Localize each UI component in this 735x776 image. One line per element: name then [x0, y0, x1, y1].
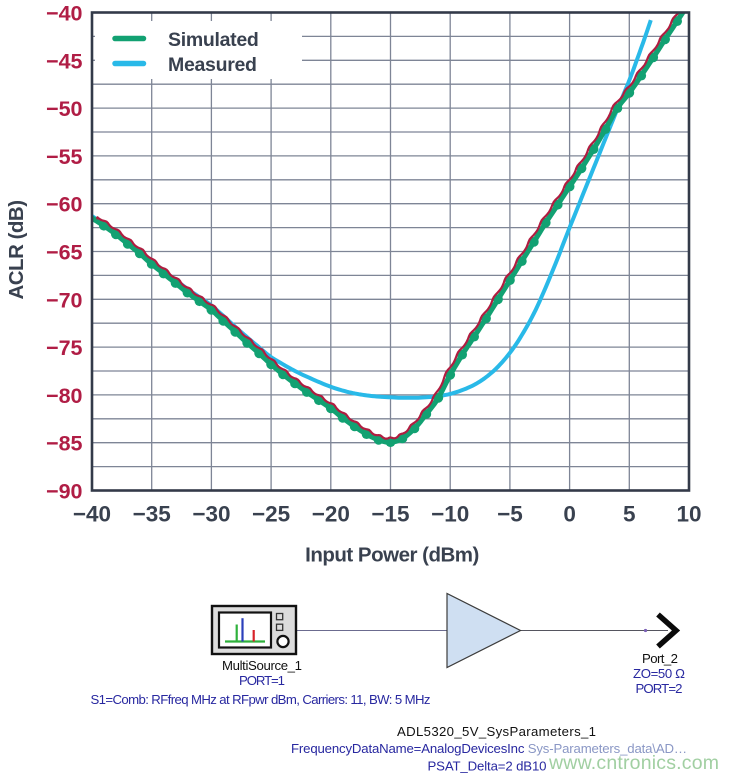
svg-text:−40: −40 [46, 2, 83, 26]
svg-text:ZO=50 Ω: ZO=50 Ω [633, 666, 685, 681]
svg-text:MultiSource_1: MultiSource_1 [222, 658, 302, 673]
svg-text:PSAT_Delta=2 dB10: PSAT_Delta=2 dB10 [428, 759, 547, 774]
svg-text:5: 5 [623, 502, 636, 527]
svg-text:−30: −30 [192, 502, 230, 527]
svg-text:ACLR (dB): ACLR (dB) [5, 200, 28, 299]
svg-text:−35: −35 [133, 502, 171, 527]
svg-text:Input Power (dBm): Input Power (dBm) [305, 544, 479, 567]
svg-text:www.cntronics.com: www.cntronics.com [548, 752, 719, 774]
svg-text:FrequencyDataName=AnalogDevice: FrequencyDataName=AnalogDevicesInc Sys-P… [291, 741, 687, 756]
svg-text:−65: −65 [46, 241, 83, 265]
svg-text:−25: −25 [252, 502, 290, 527]
svg-text:−85: −85 [46, 432, 83, 456]
svg-text:ADL5320_5V_SysParameters_1: ADL5320_5V_SysParameters_1 [397, 724, 596, 739]
svg-text:−5: −5 [497, 502, 523, 527]
svg-text:−20: −20 [312, 502, 350, 527]
svg-text:PORT=1: PORT=1 [239, 673, 285, 688]
svg-text:Port_2: Port_2 [642, 651, 678, 666]
svg-text:−55: −55 [46, 145, 83, 169]
svg-text:PORT=2: PORT=2 [636, 681, 683, 696]
svg-text:−70: −70 [46, 288, 83, 312]
svg-text:Measured: Measured [168, 54, 257, 76]
svg-text:−40: −40 [73, 502, 111, 527]
svg-text:−60: −60 [46, 193, 83, 217]
svg-text:Simulated: Simulated [168, 29, 259, 51]
svg-text:S1=Comb: RFfreq MHz at RFpwr d: S1=Comb: RFfreq MHz at RFpwr dBm, Carrie… [91, 692, 431, 707]
svg-text:10: 10 [676, 502, 701, 527]
svg-text:−10: −10 [431, 502, 469, 527]
svg-text:−15: −15 [371, 502, 409, 527]
svg-text:−50: −50 [46, 97, 83, 121]
svg-text:−75: −75 [46, 336, 83, 360]
svg-text:−90: −90 [46, 480, 83, 504]
svg-text:0: 0 [563, 502, 576, 527]
svg-text:−80: −80 [46, 384, 83, 408]
svg-text:−45: −45 [46, 49, 83, 73]
